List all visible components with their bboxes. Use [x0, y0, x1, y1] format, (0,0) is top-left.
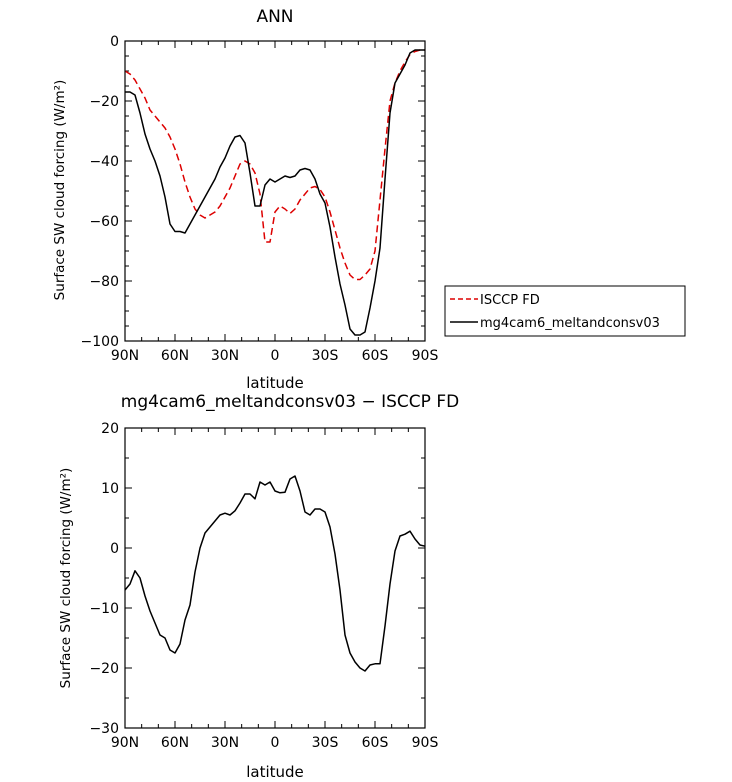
bottom-y-tick-label: 20 [101, 421, 119, 437]
top-x-tick-label: 0 [271, 348, 280, 364]
top-y-tick-label: −100 [81, 334, 119, 350]
top-x-tick-label: 90N [111, 348, 139, 364]
top-x-tick-label: 30S [312, 348, 339, 364]
top-series-line-mg4cam6-meltandconsv03 [125, 49, 425, 336]
bottom-plot-frame [124, 427, 426, 729]
top-series-lines [124, 49, 425, 336]
bottom-x-tick-label: 60N [161, 735, 189, 751]
bottom-x-tick-label: 30N [211, 735, 239, 751]
bottom-y-tick-label: 10 [101, 481, 119, 497]
bottom-chart-title: mg4cam6_meltandconsv03 − ISCCP FD [121, 392, 459, 412]
bottom-x-axis-label: latitude [246, 763, 304, 781]
top-chart-title: ANN [256, 7, 293, 27]
bottom-series-lines [124, 475, 426, 672]
bottom-x-tick-label: 60S [362, 735, 389, 751]
legend-label-isccp: ISCCP FD [480, 293, 540, 308]
legend-label-model: mg4cam6_meltandconsv03 [480, 316, 660, 331]
bottom-x-tick-label: 90S [412, 735, 439, 751]
top-x-tick-label: 30N [211, 348, 239, 364]
legend-box [444, 285, 686, 337]
top-y-tick-label: −20 [89, 94, 119, 110]
top-plot-frame [124, 40, 426, 342]
top-y-tick-label: −40 [89, 154, 119, 170]
bottom-y-axis-label: Surface SW cloud forcing (W/m²) [58, 468, 74, 689]
top-axis-ticks: 90N 60N 30N 0 30S 60S 90S 0 −20 −40 −60 −80 −100 [81, 34, 439, 364]
top-x-axis-label: latitude [246, 374, 304, 392]
top-x-tick-label: 60S [362, 348, 389, 364]
top-panel: ANN Surface SW cloud forcing (W/m²) lati… [52, 7, 686, 392]
top-y-tick-label: −80 [89, 274, 119, 290]
bottom-x-tick-label: 30S [312, 735, 339, 751]
legend: ISCCP FD mg4cam6_meltandconsv03 [444, 285, 686, 337]
bottom-panel: mg4cam6_meltandconsv03 − ISCCP FD Surfac… [58, 392, 459, 781]
top-series-line-isccp-fd [124, 49, 425, 281]
bottom-y-tick-label: −10 [89, 601, 119, 617]
bottom-x-tick-label: 0 [271, 735, 280, 751]
top-y-tick-label: 0 [110, 34, 119, 50]
bottom-y-tick-label: −20 [89, 661, 119, 677]
bottom-y-tick-label: −30 [89, 721, 119, 737]
bottom-series-line-0 [124, 475, 426, 672]
top-y-axis-label: Surface SW cloud forcing (W/m²) [52, 80, 68, 301]
bottom-y-tick-label: 0 [110, 541, 119, 557]
top-y-tick-label: −60 [89, 214, 119, 230]
top-x-tick-label: 90S [412, 348, 439, 364]
bottom-x-tick-label: 90N [111, 735, 139, 751]
top-x-tick-label: 60N [161, 348, 189, 364]
